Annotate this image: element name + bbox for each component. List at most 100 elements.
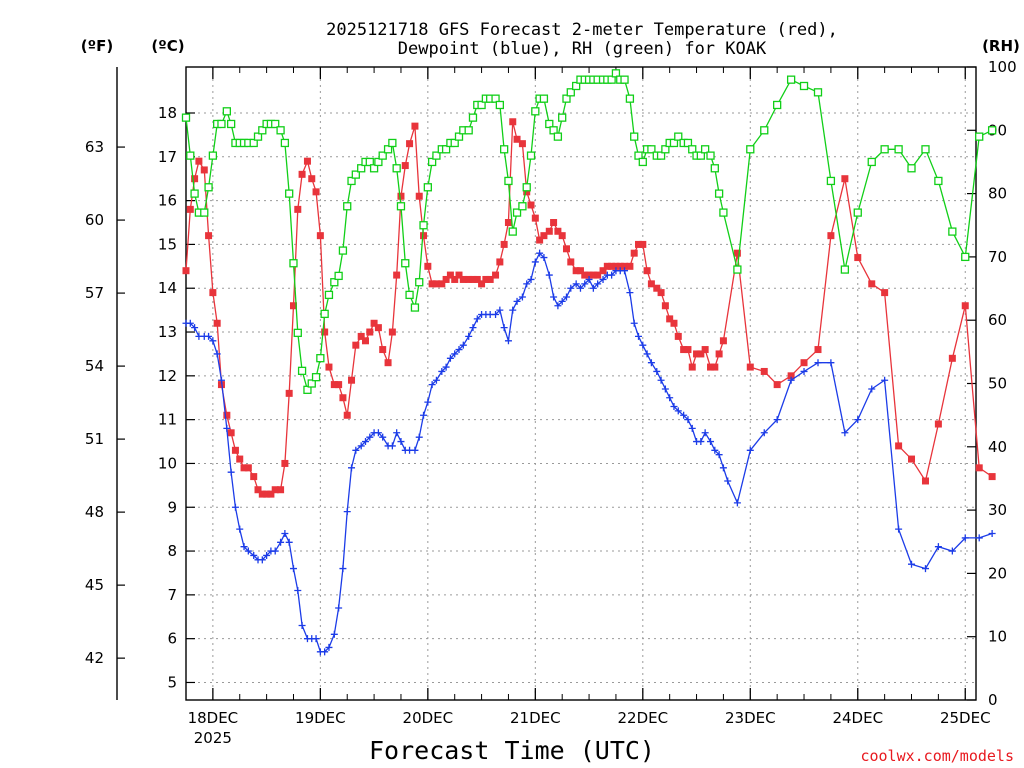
rh-tick-label-100: 100 <box>988 58 1017 76</box>
rh-tick-label-90: 90 <box>988 121 1007 139</box>
x-tick-label-25DEC: 25DEC <box>940 709 991 727</box>
dewpoint-point-57 <box>438 367 446 375</box>
dewpoint-point-115 <box>697 438 705 446</box>
rh-point-76 <box>522 183 531 192</box>
dewpoint-point-9 <box>223 424 231 432</box>
celsius-tick-label-7: 7 <box>167 586 177 604</box>
rh-point-16 <box>253 132 263 141</box>
temperature-point-106 <box>657 289 665 297</box>
temperature-point-41 <box>366 328 374 336</box>
temperature-point-4 <box>200 166 208 174</box>
temperature-point-116 <box>701 346 709 354</box>
temperature-point-82 <box>550 219 558 227</box>
dewpoint-point-102 <box>639 341 647 349</box>
dewpoint-point-25 <box>294 586 302 594</box>
temperature-point-5 <box>205 232 213 240</box>
temperature-point-48 <box>397 192 405 200</box>
temperature-point-131 <box>868 280 876 288</box>
temperature-point-2 <box>191 175 199 183</box>
rh-point-140 <box>987 126 997 135</box>
temperature-point-108 <box>666 315 674 323</box>
celsius-tick-label-18: 18 <box>158 104 177 122</box>
dewpoint-point-33 <box>330 630 338 638</box>
temperature-point-79 <box>536 236 544 244</box>
rh-point-48 <box>396 202 406 211</box>
rh-point-133 <box>894 145 903 154</box>
temperature-point-16 <box>254 486 262 494</box>
dewpoint-point-65 <box>473 315 481 323</box>
dewpoint-point-79 <box>536 249 544 257</box>
x-tick-label-20DEC: 20DEC <box>403 709 454 727</box>
temperature-point-40 <box>361 337 369 345</box>
temperature-point-60 <box>451 275 459 283</box>
temperature-point-43 <box>374 324 382 332</box>
rh-point-138 <box>961 252 970 262</box>
dewpoint-point-139 <box>961 534 969 542</box>
temperature-point-126 <box>800 359 808 367</box>
rh-point-101 <box>634 151 643 160</box>
x-tick-label-23DEC: 23DEC <box>725 709 776 727</box>
temperature-point-35 <box>339 394 347 402</box>
rh-point-130 <box>853 208 862 217</box>
temperature-point-101 <box>635 240 643 248</box>
chart-subtitle: Dewpoint (blue), RH (green) for KOAK <box>398 39 767 59</box>
rh-point-44 <box>378 151 387 160</box>
temperature-point-72 <box>504 219 512 227</box>
dewpoint-point-91 <box>589 284 597 292</box>
temperature-point-91 <box>589 271 597 279</box>
temperature-point-14 <box>244 464 252 472</box>
dewpoint-point-125 <box>773 416 781 424</box>
rh-point-106 <box>656 151 666 160</box>
rh-point-20 <box>271 119 280 129</box>
rh-point-35 <box>338 246 348 255</box>
dewpoint-point-123 <box>746 446 754 454</box>
dewpoint-point-113 <box>688 424 696 432</box>
dewpoint-point-29 <box>312 635 320 643</box>
dewpoint-point-134 <box>895 525 903 533</box>
dewpoint-point-24 <box>289 565 297 573</box>
rh-point-54 <box>423 183 432 192</box>
dewpoint-point-20 <box>271 547 279 555</box>
dewpoint-point-127 <box>800 367 808 375</box>
temperature-point-24 <box>289 302 297 310</box>
rh-tick-label-0: 0 <box>988 691 998 709</box>
dewpoint-point-61 <box>455 346 463 354</box>
temperature-point-137 <box>948 354 956 362</box>
dewpoint-point-10 <box>227 468 235 476</box>
rh-point-28 <box>307 379 316 388</box>
dewpoint-point-130 <box>841 429 849 437</box>
rh-point-95 <box>607 75 616 84</box>
dewpoint-point-44 <box>379 433 387 441</box>
celsius-tick-label-17: 17 <box>158 148 177 166</box>
fahrenheit-tick-label-54: 54 <box>85 357 104 375</box>
temperature-point-25 <box>294 205 302 213</box>
celsius-tick-label-11: 11 <box>158 411 177 429</box>
dewpoint-point-112 <box>684 416 692 424</box>
dewpoint-point-124 <box>760 429 768 437</box>
dewpoint-point-87 <box>572 280 580 288</box>
temperature-point-139 <box>975 464 983 472</box>
temperature-point-68 <box>486 275 494 283</box>
rh-line <box>185 72 993 392</box>
dewpoint-point-77 <box>527 275 535 283</box>
temperature-point-124 <box>773 381 781 389</box>
rh-point-42 <box>369 164 379 173</box>
temperature-point-71 <box>500 240 508 248</box>
rh-point-47 <box>392 164 401 173</box>
temperature-point-74 <box>513 135 521 143</box>
rh-point-100 <box>630 132 639 141</box>
dewpoint-point-117 <box>707 438 715 446</box>
fahrenheit-tick-label-48: 48 <box>85 503 104 521</box>
temperature-point-47 <box>393 271 401 279</box>
temperature-point-134 <box>908 455 916 463</box>
rh-point-87 <box>572 81 581 91</box>
rh-point-96 <box>611 69 621 78</box>
dewpoint-point-133 <box>881 376 889 384</box>
temperature-point-78 <box>531 214 539 222</box>
dewpoint-point-48 <box>397 438 405 446</box>
rh-point-9 <box>222 107 231 116</box>
dewpoint-point-137 <box>934 543 942 551</box>
dewpoint-point-13 <box>240 543 248 551</box>
temperature-point-63 <box>465 275 473 283</box>
temperature-point-86 <box>567 258 575 266</box>
